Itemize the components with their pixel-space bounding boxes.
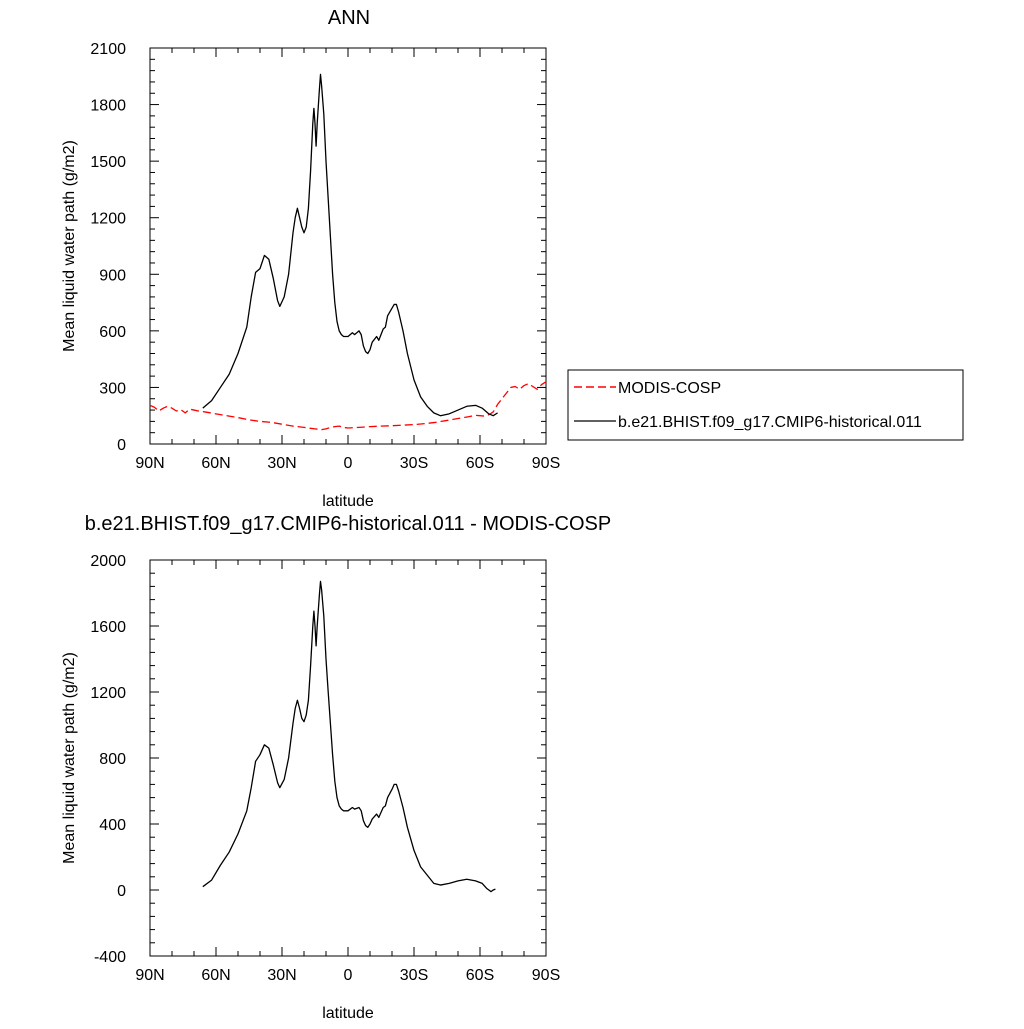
legend-label-model: b.e21.BHIST.f09_g17.CMIP6-historical.011 — [618, 414, 922, 431]
y-tick-label: 300 — [99, 380, 126, 397]
panel-top-y-tick-labels: 0 300 600 900 1200 1500 1800 2100 — [90, 41, 126, 454]
panel-bottom-series — [202, 580, 496, 893]
panel-top-title: ANN — [328, 7, 370, 29]
panel-bottom-x-tick-labels: 90N 60N 30N 0 30S 60S 90S — [135, 967, 560, 984]
x-tick-label: 0 — [344, 967, 353, 984]
x-tick-label: 90N — [135, 967, 164, 984]
y-tick-label: 2000 — [90, 553, 126, 570]
y-tick-label: 600 — [99, 324, 126, 341]
y-tick-label: 1600 — [90, 619, 126, 636]
panel-top-y-axis-label: Mean liquid water path (g/m2) — [61, 140, 78, 352]
series-line-modis-cosp — [149, 381, 547, 431]
x-tick-label: 90S — [532, 967, 560, 984]
x-tick-label: 60S — [466, 967, 494, 984]
panel-top-plot-frame — [149, 47, 547, 445]
panel-top: ANN 90N 60N 30N 0 30S 60S 90S 0 300 600 900 1200 15… — [61, 7, 964, 510]
y-tick-label: -400 — [94, 949, 126, 966]
x-tick-label: 30S — [400, 455, 428, 472]
x-tick-label: 60N — [201, 455, 230, 472]
panel-bottom: b.e21.BHIST.f09_g17.CMIP6-historical.011… — [61, 513, 611, 1022]
panel-bottom-y-axis-label: Mean liquid water path (g/m2) — [61, 652, 78, 864]
legend: MODIS-COSP b.e21.BHIST.f09_g17.CMIP6-his… — [567, 369, 964, 441]
x-tick-label: 30N — [267, 455, 296, 472]
panel-bottom-x-axis-label: latitude — [322, 1005, 374, 1022]
y-tick-label: 1500 — [90, 154, 126, 171]
y-tick-label: 900 — [99, 267, 126, 284]
panel-top-ticks — [149, 47, 547, 445]
panel-bottom-plot-frame — [149, 559, 547, 957]
x-tick-label: 0 — [344, 455, 353, 472]
legend-label-modis-cosp: MODIS-COSP — [618, 380, 721, 397]
x-tick-label: 60S — [466, 455, 494, 472]
y-tick-label: 1800 — [90, 98, 126, 115]
y-tick-label: 0 — [117, 437, 126, 454]
panel-bottom-ticks — [149, 559, 547, 957]
x-tick-label: 60N — [201, 967, 230, 984]
x-tick-label: 30S — [400, 967, 428, 984]
x-tick-label: 90N — [135, 455, 164, 472]
panel-top-series — [149, 73, 547, 431]
panel-top-x-tick-labels: 90N 60N 30N 0 30S 60S 90S — [135, 455, 560, 472]
x-tick-label: 90S — [532, 455, 560, 472]
panel-bottom-y-tick-labels: -400 0 400 800 1200 1600 2000 — [90, 553, 126, 966]
y-tick-label: 2100 — [90, 41, 126, 58]
y-tick-label: 1200 — [90, 685, 126, 702]
series-line-model — [202, 73, 498, 417]
y-tick-label: 0 — [117, 883, 126, 900]
y-tick-label: 1200 — [90, 211, 126, 228]
panel-bottom-title: b.e21.BHIST.f09_g17.CMIP6-historical.011… — [85, 513, 612, 535]
y-tick-label: 800 — [99, 751, 126, 768]
legend-box — [567, 369, 964, 441]
x-tick-label: 30N — [267, 967, 296, 984]
panel-top-x-axis-label: latitude — [322, 493, 374, 510]
y-tick-label: 400 — [99, 817, 126, 834]
series-line-difference — [202, 580, 496, 893]
